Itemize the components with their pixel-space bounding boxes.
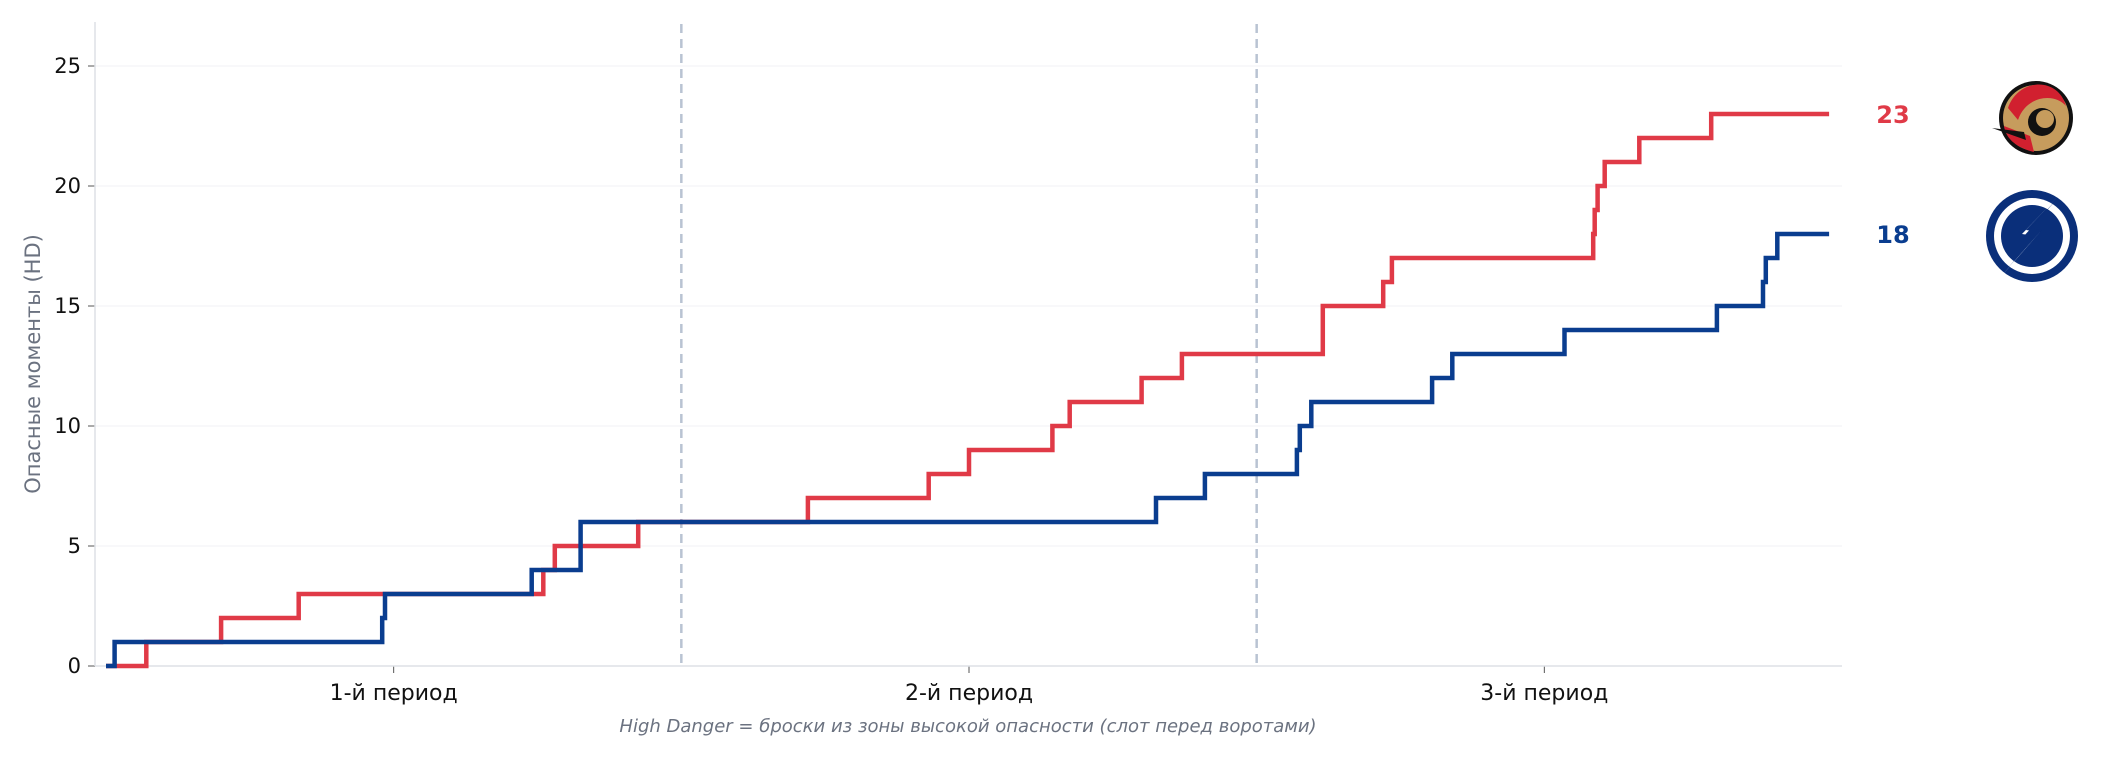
y-tick-label: 5 xyxy=(68,534,81,558)
y-tick-label: 25 xyxy=(54,54,81,78)
y-tick-label: 0 xyxy=(68,654,81,678)
y-tick-label: 15 xyxy=(54,294,81,318)
y-axis-title: Опасные моменты (HD) xyxy=(21,234,45,494)
x-tick-label: 2-й период xyxy=(905,681,1033,706)
label-layer: Опасные моменты (HD) High Danger = броск… xyxy=(21,54,1910,737)
senators-step-line xyxy=(106,111,1830,669)
lightning-step-line xyxy=(106,231,1830,669)
x-tick-label: 3-й период xyxy=(1480,681,1608,706)
lightning-final-value: 18 xyxy=(1876,221,1909,249)
axis-layer xyxy=(94,22,1842,667)
series-layer xyxy=(106,111,1830,669)
senators-final-value: 23 xyxy=(1876,101,1909,129)
y-tick-label: 20 xyxy=(54,174,81,198)
lightning-logo-icon xyxy=(1986,190,2078,282)
senators-logo-icon xyxy=(1992,81,2073,155)
chart-caption: High Danger = броски из зоны высокой опа… xyxy=(619,716,1316,737)
grid-layer xyxy=(88,65,1842,673)
period-divider-layer xyxy=(680,24,1258,666)
y-tick-label: 10 xyxy=(54,414,81,438)
x-tick-label: 1-й период xyxy=(330,681,458,706)
